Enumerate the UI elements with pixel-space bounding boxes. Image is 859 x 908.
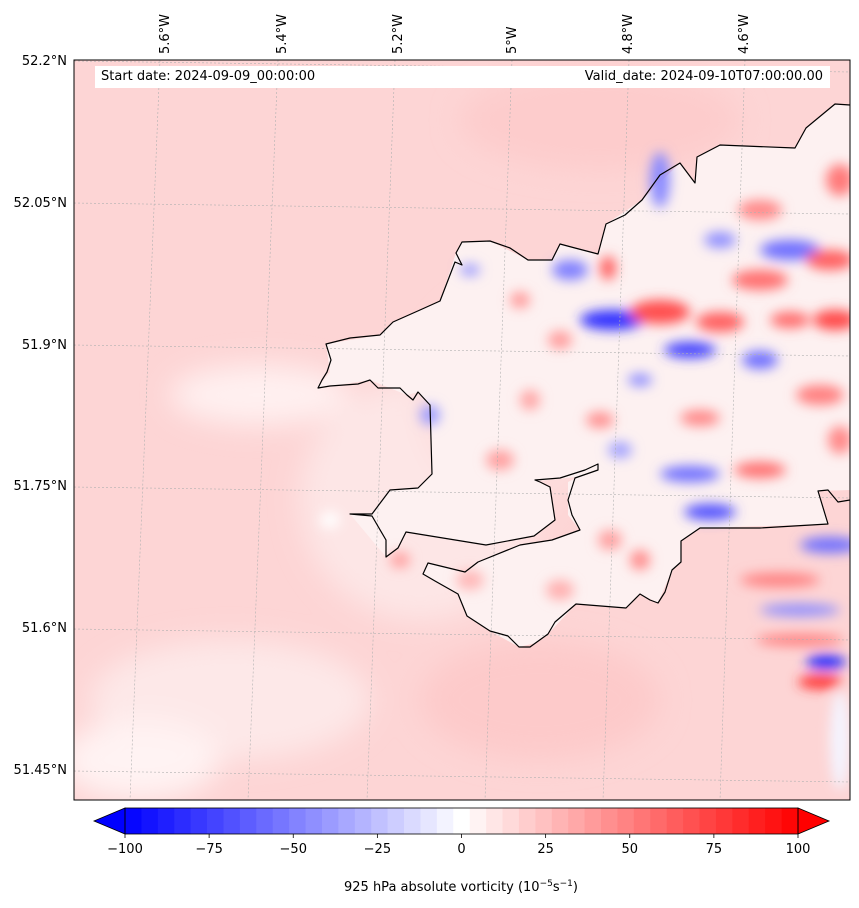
colorbar-tick-label: −50: [280, 842, 307, 857]
colorbar-cell: [125, 808, 142, 834]
colorbar-cells: [125, 808, 799, 834]
colorbar-title: 925 hPa absolute vorticity (10−5s−1): [344, 879, 578, 895]
colorbar-cell: [272, 808, 290, 834]
colorbar-cell: [354, 808, 372, 834]
colorbar-cell: [420, 808, 438, 834]
longitude-ticks: 5.6°W 5.4°W 5.2°W 5°W 4.8°W 4.6°W: [158, 14, 752, 54]
colorbar-cell: [174, 808, 192, 834]
colorbar-cell: [321, 808, 339, 834]
colorbar-cell: [289, 808, 306, 834]
colorbar-cell: [141, 808, 159, 834]
colorbar-tick-label: 50: [621, 842, 638, 857]
lon-tick: 5.4°W: [275, 14, 290, 54]
colorbar-tick-label: 25: [537, 842, 554, 857]
colorbar-cell: [601, 808, 618, 834]
colorbar-cell: [207, 808, 224, 834]
colorbar-cell: [239, 808, 257, 834]
colorbar-tick-label: −25: [364, 842, 391, 857]
lat-tick: 52.2°N: [22, 54, 67, 69]
vorticity-field: [320, 152, 850, 790]
colorbar-cell: [748, 808, 766, 834]
colorbar-tick-label: −100: [107, 842, 143, 857]
colorbar-cell: [502, 808, 520, 834]
colorbar-tick-label: −75: [195, 842, 222, 857]
lat-tick: 51.9°N: [22, 338, 67, 353]
colorbar-cell: [617, 808, 635, 834]
colorbar-cell: [535, 808, 553, 834]
colorbar-cell: [765, 808, 782, 834]
colorbar-tick-label: 0: [457, 842, 465, 857]
colorbar-cell: [715, 808, 733, 834]
colorbar-cell: [256, 808, 274, 834]
colorbar-ticks: −100 −75 −50 −25 0 25 50 75 100: [107, 834, 810, 857]
coastline: [317, 103, 850, 648]
lat-tick: 52.05°N: [14, 196, 67, 211]
colorbar-cell: [190, 808, 208, 834]
lon-tick: 4.6°W: [737, 14, 752, 54]
lon-tick: 5°W: [505, 26, 520, 54]
colorbar-extend-min: [92, 807, 126, 835]
lon-tick: 4.8°W: [621, 14, 636, 54]
colorbar-cell: [699, 808, 717, 834]
colorbar-extend-max: [797, 807, 831, 835]
colorbar-cell: [666, 808, 684, 834]
colorbar-cell: [453, 808, 471, 834]
colorbar-cell: [683, 808, 700, 834]
colorbar-cell: [568, 808, 586, 834]
colorbar-cell: [387, 808, 405, 834]
colorbar-cell: [650, 808, 668, 834]
colorbar-cell: [518, 808, 536, 834]
colorbar-cell: [338, 808, 356, 834]
latitude-ticks: 52.2°N 52.05°N 51.9°N 51.75°N 51.6°N 51.…: [14, 54, 67, 778]
colorbar-cell: [371, 808, 389, 834]
colorbar-cell: [584, 808, 602, 834]
lat-tick: 51.6°N: [22, 621, 67, 636]
map-frame: [73, 59, 851, 801]
date-info-box: Start date: 2024-09-09_00:00:00 Valid_da…: [95, 66, 830, 88]
colorbar-cell: [633, 808, 651, 834]
colorbar-cell: [157, 808, 175, 834]
colorbar-cell: [781, 808, 799, 834]
colorbar-cell: [305, 808, 323, 834]
colorbar-cell: [223, 808, 241, 834]
lon-tick: 5.6°W: [158, 14, 173, 54]
colorbar-cell: [469, 808, 487, 834]
lon-tick: 5.2°W: [391, 14, 406, 54]
lat-tick: 51.75°N: [14, 479, 67, 494]
colorbar-cell: [404, 808, 421, 834]
colorbar-tick-label: 100: [786, 842, 811, 857]
colorbar-cell: [551, 808, 569, 834]
start-date-label: Start date: 2024-09-09_00:00:00: [101, 69, 316, 84]
lat-tick: 51.45°N: [14, 763, 67, 778]
colorbar-tick-label: 75: [706, 842, 723, 857]
valid-date-label: Valid_date: 2024-09-10T07:00:00.00: [584, 69, 823, 84]
colorbar: −100 −75 −50 −25 0 25 50 75 100 925 hPa absolute…: [92, 807, 831, 895]
colorbar-cell: [486, 808, 503, 834]
colorbar-cell: [732, 808, 750, 834]
colorbar-cell: [436, 808, 454, 834]
